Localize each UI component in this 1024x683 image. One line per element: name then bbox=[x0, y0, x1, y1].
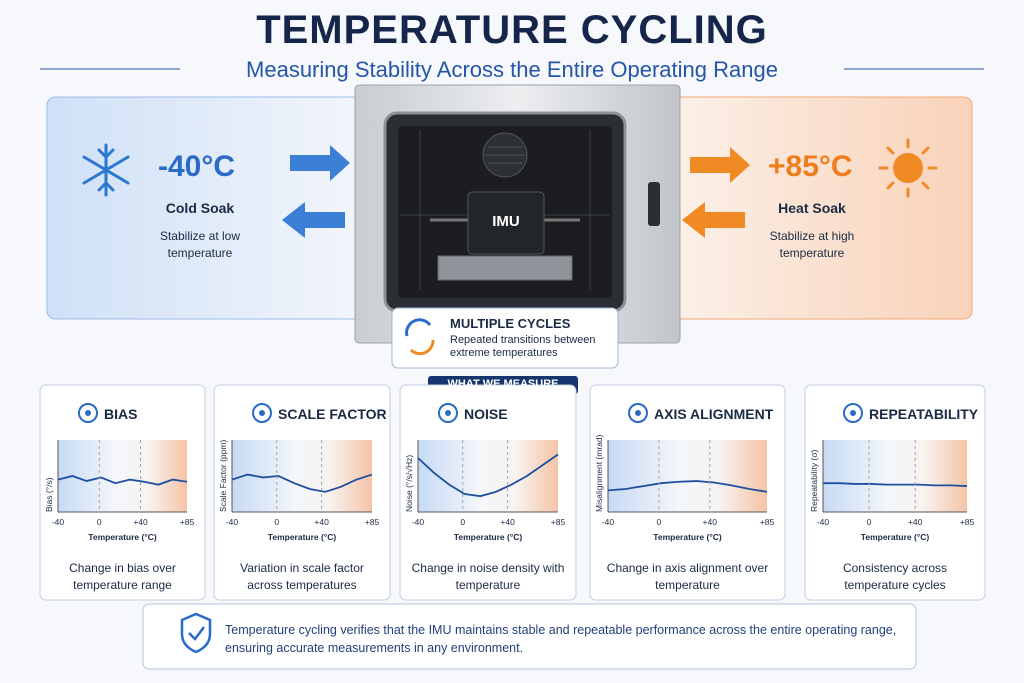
check bbox=[188, 626, 205, 641]
arrow bbox=[690, 147, 750, 183]
heat-temperature: +85°C bbox=[768, 150, 853, 183]
plot-area bbox=[418, 440, 558, 512]
x-tick-label: -40 bbox=[225, 517, 239, 527]
metric-icon bbox=[252, 403, 272, 423]
plot-area bbox=[608, 440, 767, 512]
measure-heading: WHAT WE MEASURE bbox=[447, 378, 559, 390]
metric-icon bbox=[438, 403, 458, 423]
curve bbox=[417, 453, 559, 498]
subtitle: Measuring Stability Across the Entire Op… bbox=[246, 57, 778, 82]
x-tick-label: -40 bbox=[816, 517, 830, 527]
curve bbox=[607, 480, 768, 493]
x-tick-label: +85 bbox=[959, 517, 975, 527]
metric-title: SCALE FACTOR bbox=[278, 406, 387, 422]
x-tick-label: -40 bbox=[601, 517, 615, 527]
footer-text: Temperature cycling verifies that the IM… bbox=[225, 623, 897, 655]
arrow bbox=[282, 202, 345, 238]
metric-icon bbox=[85, 410, 91, 416]
cold-label: Cold Soak bbox=[165, 200, 235, 216]
device-label: IMU bbox=[492, 213, 520, 230]
x-tick-label: 0 bbox=[460, 517, 466, 527]
arrow bbox=[682, 202, 745, 238]
metric-icon bbox=[78, 403, 98, 423]
x-tick-label: +40 bbox=[500, 517, 515, 527]
x-tick-label: 0 bbox=[274, 517, 280, 527]
metric-icon bbox=[635, 410, 641, 416]
x-tick-label: +40 bbox=[907, 517, 923, 527]
heat-label: Heat Soak bbox=[778, 200, 846, 216]
metric-description: Variation in scale factor across tempera… bbox=[240, 561, 364, 592]
x-tick-label: -40 bbox=[411, 517, 425, 527]
arrow bbox=[290, 145, 350, 181]
metric-description: Change in axis alignment over temperatur… bbox=[606, 561, 769, 592]
metric-title: REPEATABILITY bbox=[869, 406, 979, 422]
curve bbox=[57, 475, 188, 486]
x-tick-label: +85 bbox=[759, 517, 775, 527]
y-axis-label: Repeatability (σ) bbox=[809, 449, 819, 512]
x-tick-label: -40 bbox=[51, 517, 65, 527]
cold-temperature: -40°C bbox=[158, 150, 236, 183]
title: TEMPERATURE CYCLING bbox=[256, 8, 768, 52]
metric-title: AXIS ALIGNMENT bbox=[654, 406, 774, 422]
heat-description: Stabilize at high temperature bbox=[769, 229, 855, 260]
metric-description: Change in noise density with temperature bbox=[411, 561, 565, 592]
metric-icon bbox=[843, 403, 863, 423]
cycles-title: MULTIPLE CYCLES bbox=[450, 316, 571, 331]
metric-description: Consistency across temperature cycles bbox=[842, 561, 948, 592]
metric-title: NOISE bbox=[464, 406, 508, 422]
x-tick-label: 0 bbox=[866, 517, 872, 527]
x-tick-label: +85 bbox=[550, 517, 566, 527]
sun-icon bbox=[878, 138, 938, 198]
snowflake-icon bbox=[82, 143, 130, 197]
footer-box bbox=[142, 603, 917, 670]
x-tick-label: +85 bbox=[364, 517, 380, 527]
cycle-icon bbox=[405, 318, 435, 356]
x-tick-label: +40 bbox=[314, 517, 329, 527]
x-axis-label: Temperature (°C) bbox=[88, 532, 157, 542]
plot-area bbox=[58, 440, 187, 512]
metric-icon bbox=[445, 410, 451, 416]
x-tick-label: 0 bbox=[656, 517, 662, 527]
y-axis-label: Misalignment (mrad) bbox=[594, 434, 604, 512]
y-axis-label: Noise (°/s/√Hz) bbox=[404, 454, 414, 512]
cold-description: Stabilize at low temperature bbox=[159, 229, 241, 260]
chamber bbox=[354, 84, 681, 344]
plot-area bbox=[823, 440, 967, 512]
x-axis-label: Temperature (°C) bbox=[653, 532, 722, 542]
x-axis-label: Temperature (°C) bbox=[453, 532, 523, 542]
x-tick-label: +85 bbox=[179, 517, 195, 527]
metric-title: BIAS bbox=[104, 406, 138, 422]
x-axis-label: Temperature (°C) bbox=[267, 532, 337, 542]
y-axis-label: Bias (°/s) bbox=[44, 477, 54, 512]
metric-icon bbox=[628, 403, 648, 423]
y-axis-label: Scale Factor (ppm) bbox=[218, 439, 228, 512]
x-tick-label: +40 bbox=[702, 517, 717, 527]
curve bbox=[231, 473, 373, 493]
curve bbox=[823, 482, 968, 487]
x-tick-label: 0 bbox=[96, 517, 102, 527]
x-axis-label: Temperature (°C) bbox=[860, 532, 930, 542]
cycles-description: Repeated transitions between extreme tem… bbox=[450, 334, 596, 359]
cycles-box bbox=[391, 307, 619, 369]
metric-icon bbox=[259, 410, 265, 416]
metric-icon bbox=[850, 410, 856, 416]
metric-description: Change in bias over temperature range bbox=[69, 561, 176, 592]
x-tick-label: +40 bbox=[133, 517, 148, 527]
shield-icon bbox=[180, 612, 212, 654]
